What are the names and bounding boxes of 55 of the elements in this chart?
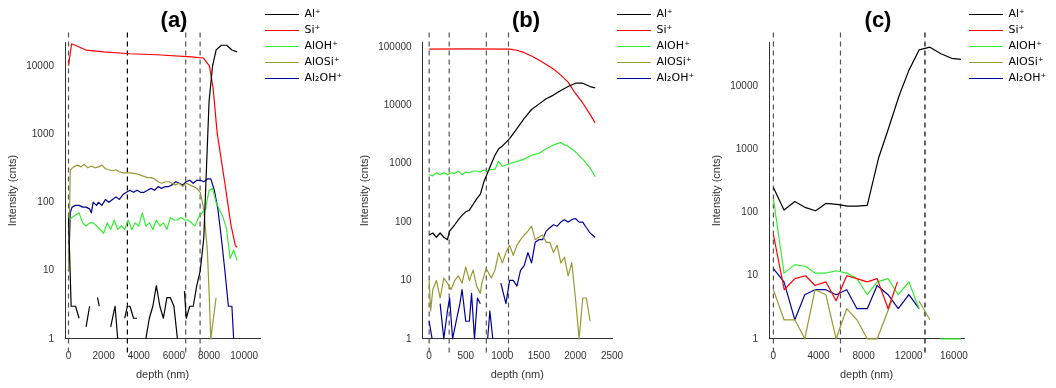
x-tick-label: 4000 — [807, 349, 831, 361]
legend-label: Si⁺ — [304, 23, 321, 37]
y-tick-label: 100 — [37, 196, 55, 208]
y-tick-label: 10 — [400, 274, 413, 286]
x-tick-label: 2500 — [600, 349, 624, 361]
legend-label: AlOH⁺ — [656, 39, 691, 53]
legend-label: AlOH⁺ — [1008, 39, 1043, 53]
legend-label: Al₂OH⁺ — [1008, 71, 1047, 85]
legend-label: AlOSi⁺ — [656, 55, 692, 69]
y-tick-label: 1000 — [389, 157, 412, 169]
legend-label: Al₂OH⁺ — [656, 71, 695, 85]
x-tick-label: 1500 — [527, 349, 551, 361]
chart-title: (a) — [160, 7, 188, 33]
y-tick-label: 1 — [752, 332, 759, 344]
x-tick-label: 16000 — [939, 349, 969, 361]
legend-label: Si⁺ — [1008, 23, 1025, 37]
legend-label: AlOSi⁺ — [1008, 55, 1044, 69]
x-axis-title: depth (nm) — [490, 368, 544, 381]
legend-label: Al₂OH⁺ — [304, 71, 343, 85]
y-tick-label: 1 — [406, 332, 413, 344]
y-tick-label: 100000 — [378, 40, 412, 52]
x-tick-label: 2000 — [564, 349, 587, 361]
y-tick-label: 10 — [42, 264, 55, 276]
x-tick-label: 8000 — [852, 349, 876, 361]
y-tick-label: 10000 — [383, 99, 412, 111]
legend-label: AlOH⁺ — [304, 39, 339, 53]
x-axis-title: depth (nm) — [839, 368, 894, 381]
x-tick-label: 6000 — [162, 349, 186, 361]
x-tick-label: 1000 — [491, 349, 514, 361]
y-tick-label: 1 — [48, 332, 55, 344]
y-axis-title: Intensity (cnts) — [357, 154, 370, 227]
legend-label: Al⁺ — [1008, 7, 1026, 21]
x-axis-title: depth (nm) — [135, 368, 190, 381]
y-tick-label: 1000 — [31, 127, 55, 139]
x-tick-label: 500 — [457, 349, 475, 361]
x-tick-label: 10000 — [230, 349, 259, 361]
x-tick-label: 8000 — [197, 349, 221, 361]
legend-label: AlOSi⁺ — [304, 55, 340, 69]
y-tick-label: 100 — [741, 206, 759, 218]
x-tick-label: 0 — [426, 349, 433, 361]
legend-label: Al⁺ — [304, 7, 322, 21]
chart-title: (b) — [511, 7, 541, 33]
y-tick-label: 10000 — [26, 59, 55, 71]
y-tick-label: 10000 — [730, 80, 759, 92]
y-axis-title: Intensity (cnts) — [5, 154, 18, 227]
legend-label: Al⁺ — [656, 7, 674, 21]
y-tick-label: 10 — [746, 269, 759, 281]
y-tick-label: 100 — [394, 215, 412, 227]
x-tick-label: 2000 — [92, 349, 116, 361]
chart-title: (c) — [864, 7, 892, 33]
y-tick-label: 1000 — [735, 143, 759, 155]
legend-label: Si⁺ — [656, 23, 673, 37]
x-tick-label: 12000 — [894, 349, 924, 361]
y-axis-title: Intensity (cnts) — [709, 154, 722, 227]
x-tick-label: 4000 — [127, 349, 151, 361]
